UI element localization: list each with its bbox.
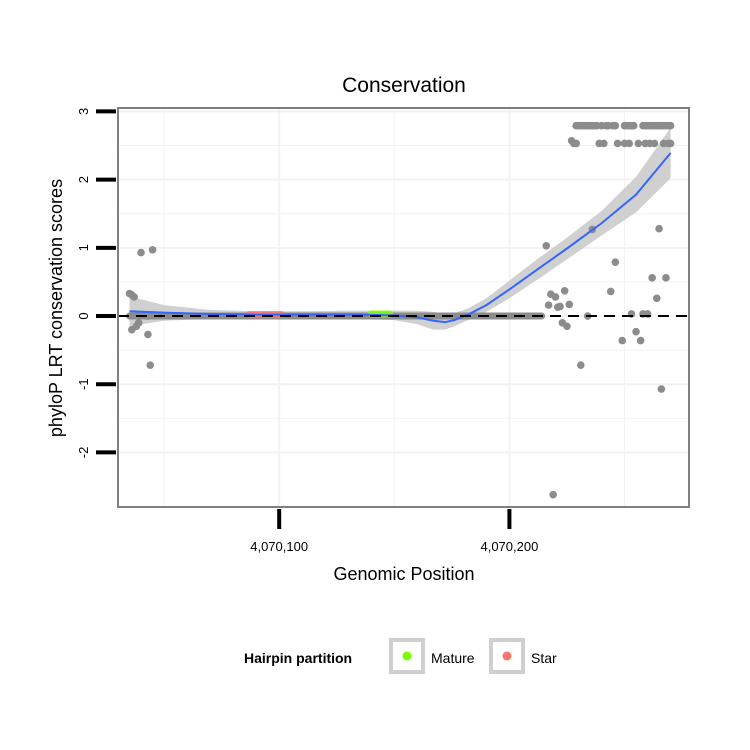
data-point — [144, 330, 152, 339]
data-point — [636, 336, 645, 345]
legend-label-star: Star — [531, 650, 557, 666]
data-point — [625, 139, 633, 148]
data-point — [600, 139, 608, 148]
data-point — [634, 139, 643, 148]
data-point — [544, 301, 553, 309]
data-point — [549, 490, 557, 499]
panel-background — [118, 108, 689, 507]
legend-key-star — [489, 638, 525, 674]
legend-item-mature: Mature — [389, 638, 475, 674]
grid-lines — [118, 108, 689, 507]
data-point — [542, 241, 551, 250]
data-point — [655, 224, 663, 233]
data-point — [576, 361, 585, 369]
data-point — [652, 294, 661, 303]
data-points — [125, 121, 675, 499]
y-tick-label: 2 — [76, 176, 91, 183]
data-point — [629, 121, 638, 130]
data-point — [565, 300, 574, 309]
y-tick-label: 0 — [76, 312, 91, 319]
data-point — [650, 139, 659, 148]
data-point — [611, 121, 620, 130]
plot-panel — [117, 107, 690, 508]
data-point — [148, 246, 157, 254]
data-point — [130, 293, 138, 301]
smooth-line — [129, 152, 672, 324]
data-point — [611, 258, 620, 266]
y-tick-label: -2 — [76, 447, 91, 459]
y-tick-label: 1 — [76, 244, 91, 251]
legend: Hairpin partition Mature Star — [244, 638, 557, 674]
legend-dot-mature — [402, 651, 412, 661]
data-point — [648, 274, 656, 282]
confidence-band — [129, 127, 671, 330]
data-point — [606, 287, 615, 296]
data-point — [572, 139, 580, 148]
x-tick-label: 4,070,100 — [250, 539, 308, 554]
y-tick-label: 3 — [76, 108, 91, 115]
data-point — [560, 286, 569, 295]
x-axis: 4,070,100 4,070,200 — [250, 509, 538, 554]
data-point — [662, 274, 670, 282]
data-point — [666, 139, 675, 148]
confidence-ribbon — [129, 127, 671, 330]
data-point — [613, 139, 622, 148]
panel-border — [117, 107, 690, 508]
data-point — [556, 302, 564, 311]
x-tick-label: 4,070,200 — [480, 539, 538, 554]
data-point — [134, 319, 143, 327]
legend-dot-star — [502, 651, 512, 661]
legend-key-mature — [389, 638, 425, 674]
data-point — [144, 312, 152, 320]
y-axis-title: phyloP LRT conservation scores — [46, 179, 66, 437]
y-tick-label: -1 — [76, 378, 91, 390]
legend-title: Hairpin partition — [244, 650, 352, 666]
data-point — [632, 327, 640, 336]
data-point — [563, 322, 571, 331]
y-axis: 3 2 1 0 -1 -2 — [76, 108, 116, 458]
chart-title: Conservation — [342, 74, 466, 97]
legend-label-mature: Mature — [431, 650, 475, 666]
data-point — [618, 336, 627, 345]
data-point — [551, 293, 560, 301]
data-point — [146, 361, 155, 369]
data-point — [666, 121, 675, 130]
smooth-curve — [129, 152, 672, 324]
x-axis-title: Genomic Position — [333, 564, 474, 584]
data-point — [137, 248, 145, 257]
data-point — [657, 385, 666, 393]
legend-item-star: Star — [489, 638, 557, 674]
